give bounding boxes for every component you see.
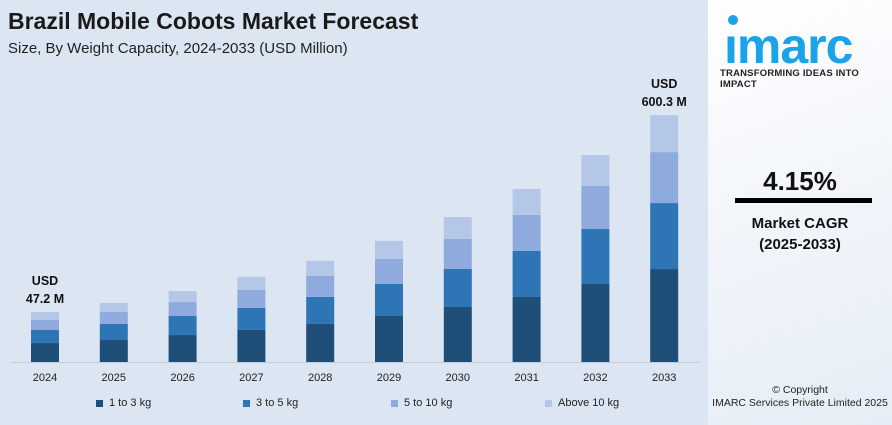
copyright: © Copyright IMARC Services Private Limit… — [708, 384, 892, 410]
bar-2027-segment-0 — [237, 329, 266, 362]
cagr-label: Market CAGR (2025-2033) — [708, 213, 892, 255]
legend-label: 1 to 3 kg — [109, 397, 152, 409]
x-tick-label: 2033 — [652, 372, 676, 384]
bar-2027-segment-3 — [237, 276, 266, 290]
imarc-logo: ımarc — [724, 15, 854, 68]
legend-swatch — [96, 399, 103, 407]
bar-2026-segment-0 — [168, 335, 197, 362]
legend-item-5-to-10kg: 5 to 10 kg — [391, 397, 452, 409]
legend-swatch — [545, 399, 552, 407]
bar-2027-segment-1 — [237, 307, 266, 330]
chart-subtitle: Size, By Weight Capacity, 2024-2033 (USD… — [8, 40, 348, 57]
x-tick-label: 2026 — [170, 372, 194, 384]
bar-2033-segment-1 — [650, 203, 679, 270]
data-label-2024: USD — [32, 274, 58, 288]
copyright-line-1: © Copyright — [772, 384, 828, 396]
bar-2032-segment-1 — [581, 229, 610, 285]
bar-2024-segment-2 — [31, 320, 59, 331]
x-tick-label: 2027 — [239, 372, 263, 384]
bar-2025-segment-0 — [99, 340, 128, 362]
bar-2024-segment-0 — [31, 343, 59, 362]
bar-2024-segment-1 — [31, 330, 59, 344]
bar-2033-segment-0 — [650, 269, 679, 362]
bar-2026-segment-3 — [168, 291, 197, 303]
bar-2032-segment-3 — [581, 155, 610, 187]
x-tick-label: 2029 — [377, 372, 401, 384]
bar-2030-segment-1 — [443, 269, 472, 308]
bar-2028-segment-0 — [306, 323, 335, 362]
legend-label: 5 to 10 kg — [404, 397, 453, 409]
legend-item-3-to-5kg: 3 to 5 kg — [243, 397, 298, 409]
bar-2025-segment-2 — [99, 312, 128, 324]
bar-2030-segment-2 — [443, 238, 472, 270]
bar-2031-segment-3 — [512, 188, 541, 215]
x-tick-label: 2025 — [102, 372, 126, 384]
data-label-2033: 600.3 M — [642, 95, 687, 109]
chart-title: Brazil Mobile Cobots Market Forecast — [8, 8, 419, 34]
x-tick-label: 2030 — [446, 372, 470, 384]
bar-2025-segment-1 — [99, 323, 128, 341]
bar-2029-segment-1 — [375, 283, 403, 316]
bar-2029-segment-0 — [375, 315, 403, 362]
cagr-label-text: Market CAGR — [751, 215, 849, 232]
x-tick-label: 2024 — [33, 372, 57, 384]
divider — [735, 198, 872, 203]
cagr-value: 4.15% — [763, 166, 837, 196]
x-tick-label: 2028 — [308, 372, 332, 384]
x-tick-label: 2032 — [583, 372, 607, 384]
bar-2026-segment-2 — [168, 302, 197, 317]
bar-2031-segment-0 — [512, 296, 541, 362]
bar-2028-segment-1 — [306, 296, 335, 324]
svg-text:ımarc: ımarc — [724, 18, 853, 68]
bar-2033-segment-3 — [650, 115, 679, 153]
bar-2033-segment-2 — [650, 152, 679, 204]
bar-2026-segment-1 — [168, 316, 197, 336]
data-label-2033: USD — [651, 77, 677, 91]
bar-2032-segment-2 — [581, 186, 610, 230]
bar-2028-segment-2 — [306, 275, 335, 297]
legend-label: 3 to 5 kg — [256, 397, 299, 409]
bar-2030-segment-0 — [443, 307, 472, 362]
bar-2029-segment-3 — [375, 240, 403, 259]
bar-2031-segment-2 — [512, 214, 541, 251]
legend-swatch — [243, 399, 250, 407]
x-tick-label: 2031 — [514, 372, 538, 384]
legend-item-above-10kg: Above 10 kg — [545, 397, 619, 409]
bar-2024-segment-3 — [31, 311, 59, 321]
legend-swatch — [391, 399, 398, 407]
bar-2032-segment-0 — [581, 284, 610, 362]
copyright-line-2: IMARC Services Private Limited 2025 — [712, 397, 888, 409]
bar-2030-segment-3 — [443, 217, 472, 239]
bar-2029-segment-2 — [375, 258, 403, 284]
data-label-2024: 47.2 M — [26, 292, 64, 306]
bar-2031-segment-1 — [512, 250, 541, 297]
side-panel: ımarc TRANSFORMING IDEAS INTO IMPACT 4.1… — [708, 0, 892, 425]
bar-2025-segment-3 — [99, 302, 128, 313]
legend-label: Above 10 kg — [558, 397, 620, 409]
legend-item-1-to-3kg: 1 to 3 kg — [96, 397, 151, 409]
tagline: TRANSFORMING IDEAS INTO IMPACT — [720, 68, 860, 90]
bar-2027-segment-2 — [237, 289, 266, 308]
cagr-period: (2025-2033) — [759, 236, 841, 253]
stacked-bar-chart: 2024 2025 2026 2027 2028 2029 2030 2031 2032 2033… — [10, 77, 700, 384]
bar-2028-segment-3 — [306, 260, 335, 276]
